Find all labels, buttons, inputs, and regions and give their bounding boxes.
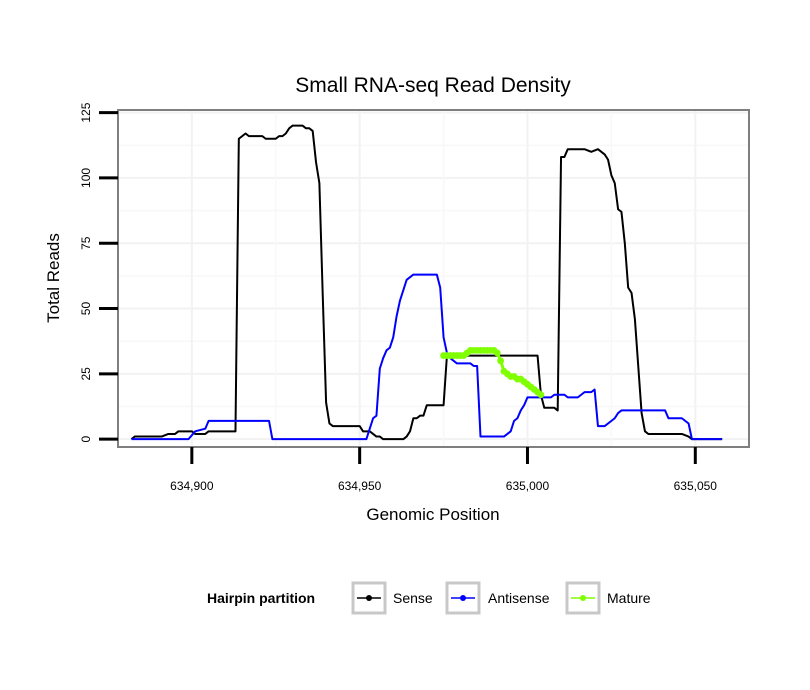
grid-lines [118, 110, 749, 447]
plot-area [117, 109, 750, 448]
plot-background [118, 110, 749, 447]
y-axis: 0 25 50 75 100 125 [79, 102, 118, 443]
legend-item-antisense: Antisense [445, 581, 550, 615]
legend-label-sense: Sense [393, 590, 433, 606]
legend-point-antisense [460, 595, 466, 601]
y-tick-label: 50 [79, 302, 93, 316]
series-point-mature-29 [537, 391, 545, 399]
legend-item-mature: Mature [565, 581, 651, 615]
x-axis-title: Genomic Position [366, 505, 499, 524]
chart-title: Small RNA-seq Read Density [295, 74, 571, 97]
legend-label-mature: Mature [607, 590, 651, 606]
y-tick-label: 25 [79, 367, 93, 381]
x-tick-label: 635,050 [674, 479, 718, 493]
series-line-sense [130, 124, 723, 441]
y-tick-label: 0 [79, 436, 93, 443]
series-line-antisense [131, 273, 723, 441]
y-tick-label: 100 [79, 168, 93, 188]
legend-point-mature [580, 595, 586, 601]
series-point-mature-16 [493, 349, 501, 357]
x-tick-label: 635,000 [506, 479, 550, 493]
legend-label-antisense: Antisense [488, 590, 550, 606]
y-tick-label: 75 [79, 236, 93, 250]
x-tick-label: 634,950 [338, 479, 382, 493]
y-axis-title: Total Reads [44, 233, 63, 323]
series-point-mature-17 [497, 357, 505, 365]
legend-item-sense: Sense [351, 581, 433, 615]
series-layer [130, 124, 723, 441]
legend-point-sense [366, 595, 372, 601]
y-tick-label: 125 [79, 102, 93, 122]
x-axis: 634,900 634,950 635,000 635,050 [170, 447, 717, 493]
legend: Hairpin partition Sense Antisense Mature [207, 581, 651, 615]
x-tick-label: 634,900 [170, 479, 214, 493]
plot-border [117, 109, 750, 448]
legend-title: Hairpin partition [207, 590, 315, 606]
